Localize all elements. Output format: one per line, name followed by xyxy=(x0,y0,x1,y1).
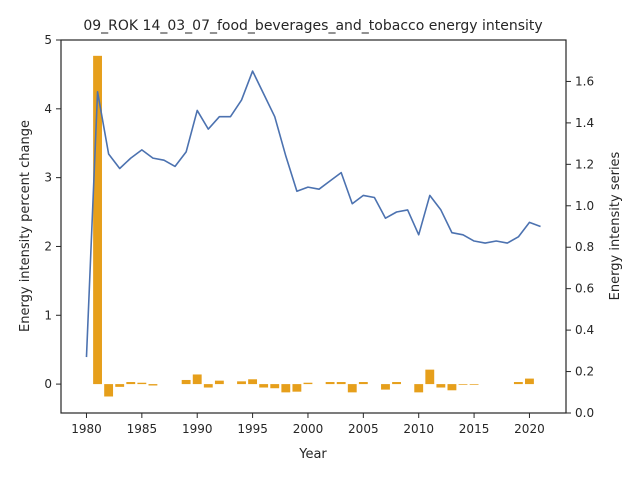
bar-1994 xyxy=(237,381,246,384)
y-left-tick-label: 4 xyxy=(44,102,52,116)
bar-2013 xyxy=(448,384,457,390)
bar-2004 xyxy=(348,384,357,392)
bar-2008 xyxy=(392,382,401,384)
bar-2012 xyxy=(436,384,445,387)
intensity-line xyxy=(86,71,540,357)
x-tick-label: 1985 xyxy=(127,422,158,436)
bar-1990 xyxy=(193,374,202,384)
bar-1998 xyxy=(281,384,290,392)
bar-2002 xyxy=(326,382,335,384)
x-tick-label: 2000 xyxy=(293,422,324,436)
x-tick-label: 1995 xyxy=(237,422,268,436)
bar-series xyxy=(93,56,534,397)
y-right-tick-label: 1.4 xyxy=(575,116,594,130)
bar-2005 xyxy=(359,382,368,384)
x-tick-label: 1980 xyxy=(71,422,102,436)
bar-1992 xyxy=(215,381,224,384)
y-left-tick-label: 0 xyxy=(44,377,52,391)
y-left-axis-label: Energy intensity percent change xyxy=(18,120,33,332)
bar-1997 xyxy=(270,384,279,388)
bar-1982 xyxy=(104,384,113,396)
bar-2000 xyxy=(304,383,313,384)
bar-2015 xyxy=(470,384,479,385)
bar-1983 xyxy=(115,384,124,387)
axes: 1980 1985 1990 1995 2000 2005 2010 2015 2020 0 1 2 3… xyxy=(44,33,594,436)
bar-1991 xyxy=(204,384,213,387)
x-tick-label: 2015 xyxy=(459,422,490,436)
bar-2003 xyxy=(337,382,346,384)
x-tick-label: 1990 xyxy=(182,422,213,436)
y-right-tick-label: 1.2 xyxy=(575,157,594,171)
bar-2007 xyxy=(381,384,390,390)
y-left-tick-label: 1 xyxy=(44,308,52,322)
y-left-tick-label: 3 xyxy=(44,171,52,185)
x-tick-label: 2005 xyxy=(348,422,379,436)
bar-1984 xyxy=(126,382,135,384)
y-right-tick-label: 0.2 xyxy=(575,365,594,379)
y-right-tick-label: 0.6 xyxy=(575,282,594,296)
y-left-tick-label: 5 xyxy=(44,33,52,47)
y-right-tick-label: 0.0 xyxy=(575,406,594,420)
y-right-tick-label: 0.4 xyxy=(575,323,594,337)
bar-1999 xyxy=(292,384,301,392)
line-series xyxy=(86,71,540,357)
y-right-tick-label: 0.8 xyxy=(575,240,594,254)
bar-1985 xyxy=(137,383,146,384)
y-right-axis-label: Energy intensity series xyxy=(608,151,623,300)
bar-2019 xyxy=(514,382,523,384)
x-tick-label: 2010 xyxy=(403,422,434,436)
bar-1989 xyxy=(182,380,191,384)
bar-2020 xyxy=(525,379,534,385)
bar-2014 xyxy=(459,384,468,385)
x-axis-label: Year xyxy=(298,447,327,462)
y-left-tick-label: 2 xyxy=(44,239,52,253)
bar-1986 xyxy=(148,384,157,385)
bar-1996 xyxy=(259,384,268,387)
plot-frame xyxy=(61,40,566,413)
y-right-tick-label: 1.6 xyxy=(575,74,594,88)
bar-2010 xyxy=(414,384,423,392)
chart-title: 09_ROK 14_03_07_food_beverages_and_tobac… xyxy=(83,18,542,34)
x-tick-label: 2020 xyxy=(514,422,545,436)
y-right-tick-label: 1.0 xyxy=(575,199,594,213)
bar-1995 xyxy=(248,379,257,384)
bar-2011 xyxy=(425,370,434,384)
